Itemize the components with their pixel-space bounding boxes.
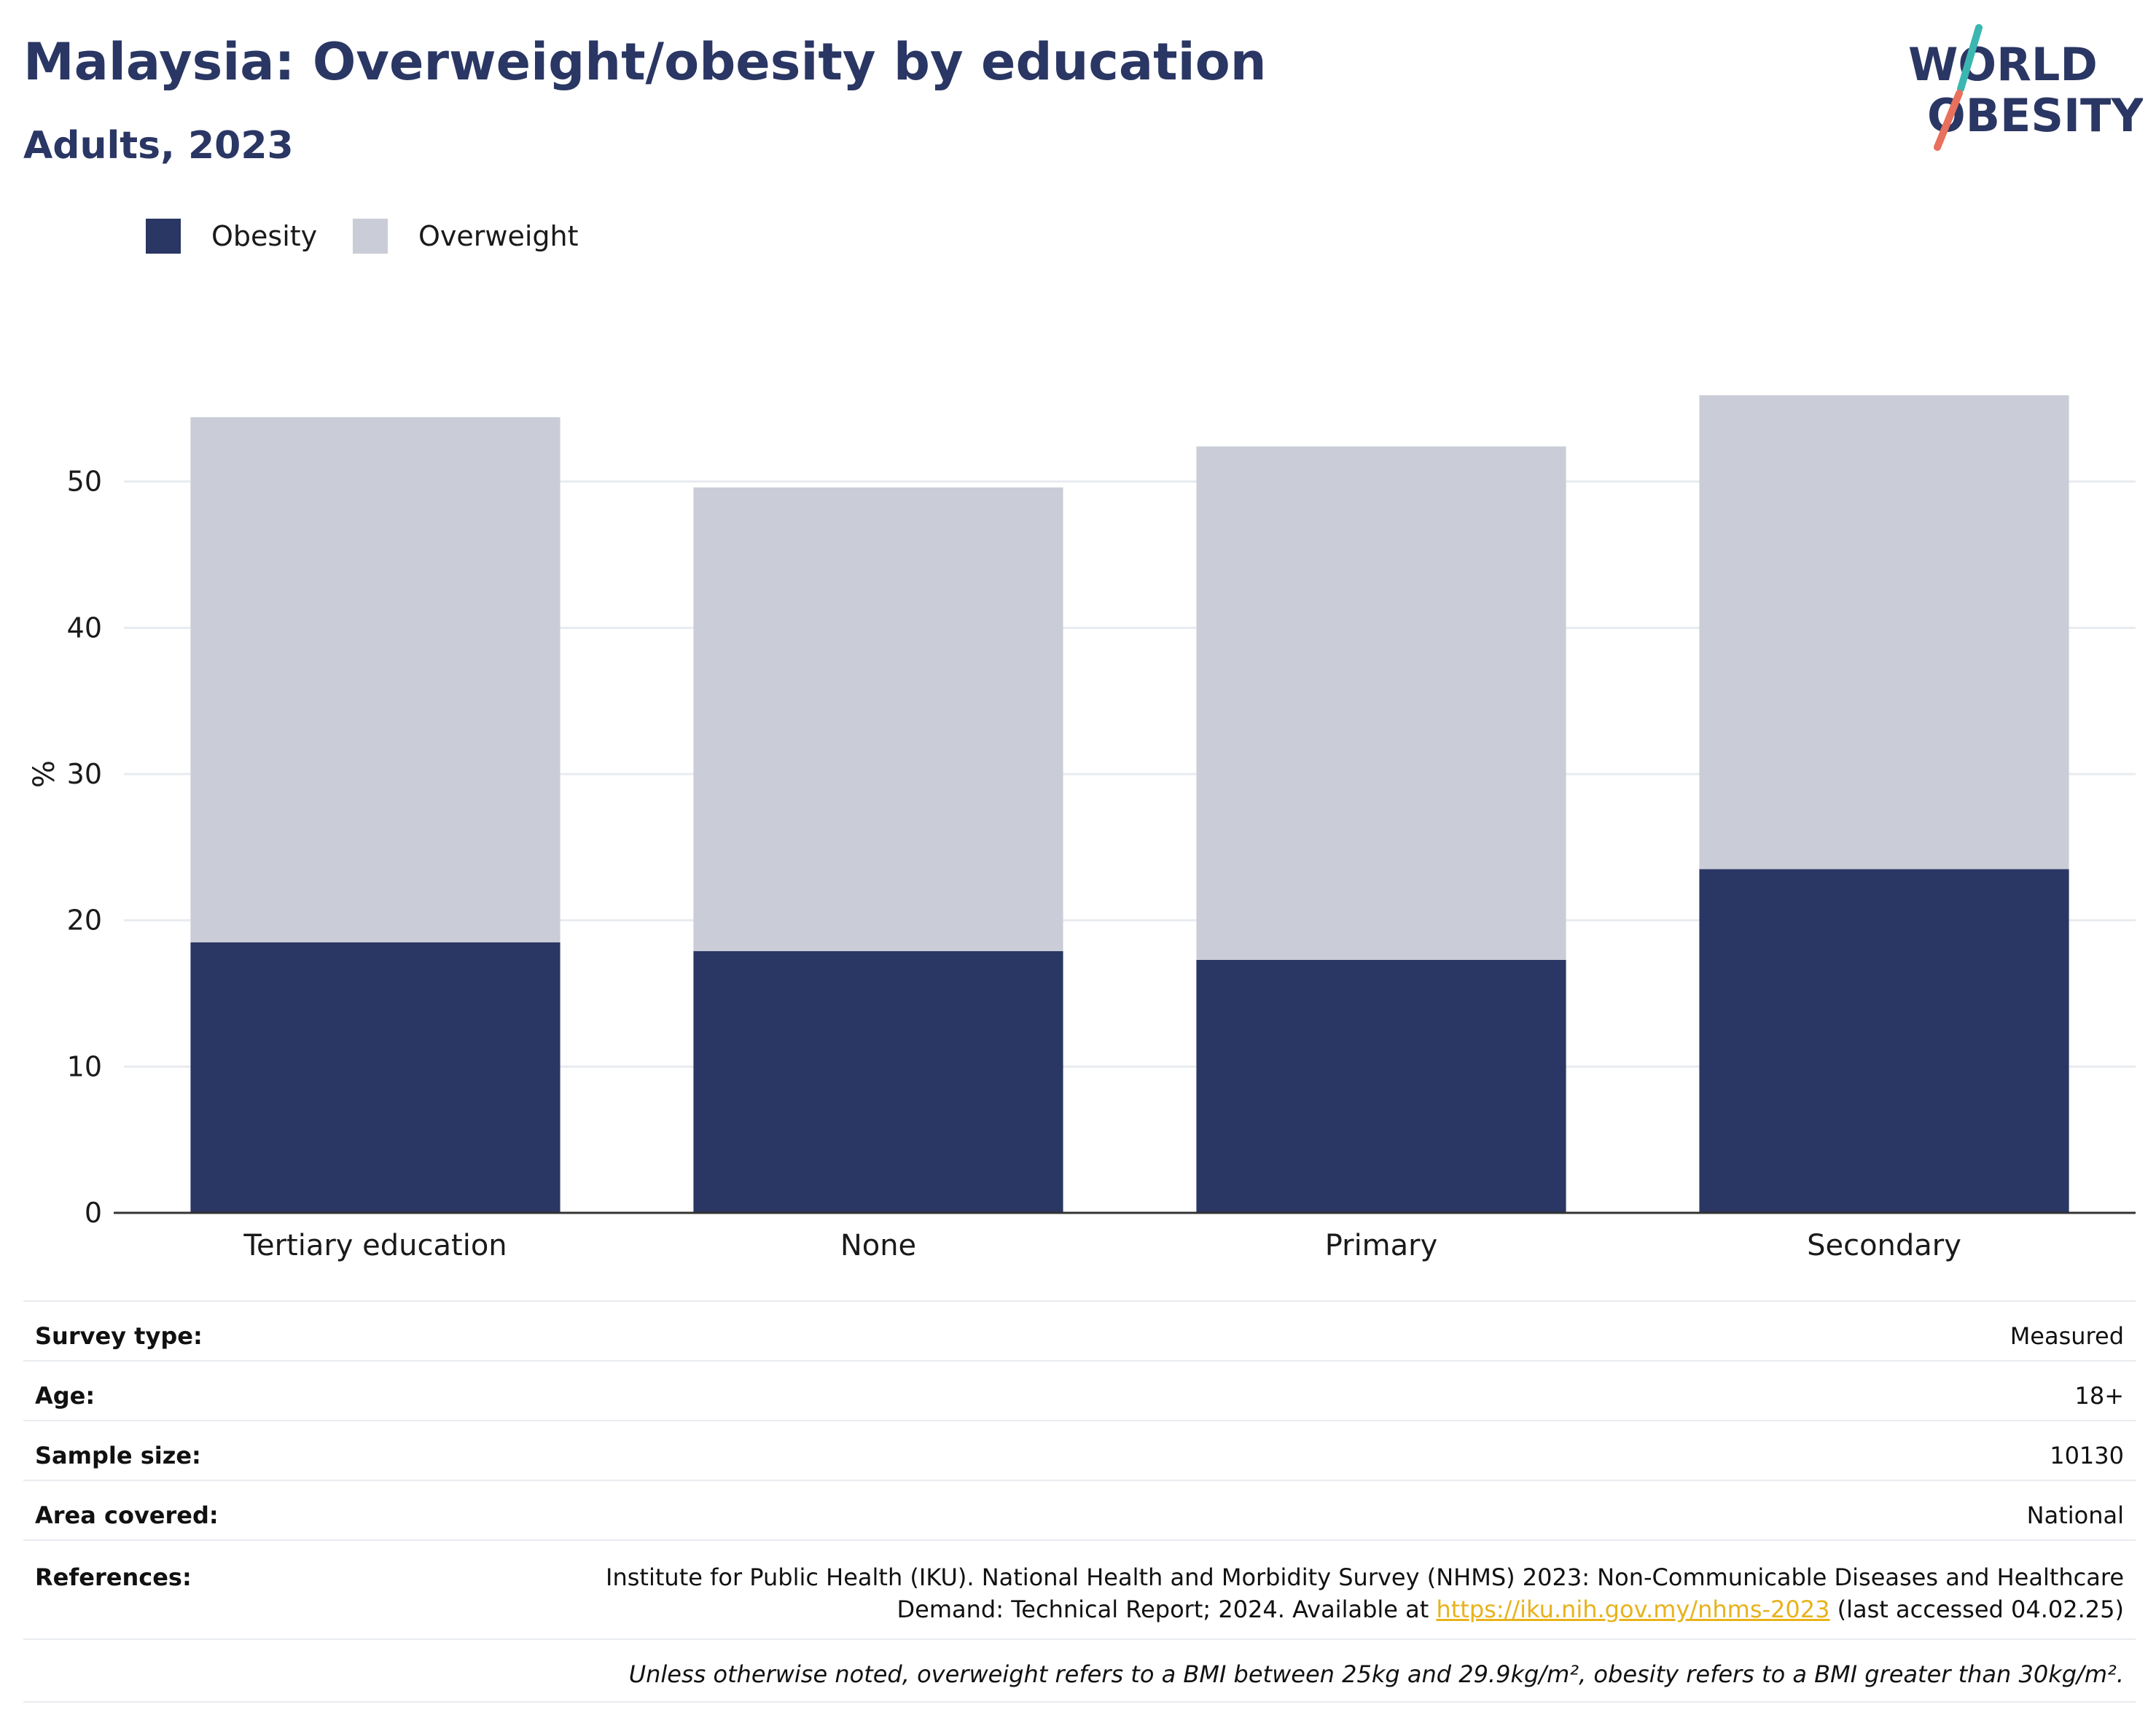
world-obesity-logo: WORLD OBESITY [1908,24,2143,151]
bar-overweight-2 [1196,446,1566,960]
info-value: National [338,1480,2136,1541]
logo-slash-top [1957,24,1983,93]
info-key: Age: [23,1361,338,1421]
info-key: Sample size: [23,1421,338,1481]
info-value: Measured [338,1301,2136,1362]
references-value: Institute for Public Health (IKU). Natio… [338,1540,2136,1640]
bar-obesity-3 [1699,869,2069,1213]
y-tick-label: 50 [67,466,102,498]
y-tick-label: 40 [67,612,102,644]
info-row: Area covered: National [23,1480,2136,1541]
bar-obesity-2 [1196,959,1566,1213]
x-tick-label: Primary [1325,1229,1438,1262]
bar-overweight-3 [1699,395,2069,870]
definition-note: Unless otherwise noted, overweight refer… [23,1639,2136,1703]
logo-line1: WORLD [1908,38,2098,91]
y-tick-label: 10 [67,1050,102,1082]
legend-swatch-overweight [353,219,388,254]
logo-slash-bottom [1934,90,1963,151]
logo-line2: OBESITY [1927,89,2143,142]
survey-info-table: Survey type: Measured Age: 18+ Sample si… [23,1300,2136,1703]
y-tick-label: 0 [85,1197,102,1229]
references-line2-pre: Demand: Technical Report; 2024. Availabl… [897,1596,1437,1623]
y-tick-label: 30 [67,758,102,790]
references-key: References: [23,1540,338,1640]
references-line1: Institute for Public Health (IKU). Natio… [606,1563,2124,1591]
info-row: Survey type: Measured [23,1301,2136,1362]
chart-title: Malaysia: Overweight/obesity by educatio… [23,32,1267,92]
x-tick-label: None [840,1229,916,1262]
legend-label-obesity: Obesity [211,220,318,252]
references-link[interactable]: https://iku.nih.gov.my/nhms-2023 [1436,1596,1830,1623]
references-line2-post: (last accessed 04.02.25) [1829,1596,2124,1623]
bar-overweight-1 [693,487,1063,951]
info-key: Area covered: [23,1480,338,1541]
info-value: 18+ [338,1361,2136,1421]
bar-overweight-0 [190,417,561,942]
x-tick-label: Secondary [1807,1229,1961,1262]
info-value: 10130 [338,1421,2136,1481]
definition-note-row: Unless otherwise noted, overweight refer… [23,1639,2136,1703]
chart-subtitle: Adults, 2023 [23,124,294,168]
legend-label-overweight: Overweight [418,220,579,252]
bar-obesity-0 [190,942,561,1213]
legend-swatch-obesity [146,219,181,254]
info-row: Sample size: 10130 [23,1421,2136,1481]
y-axis-label: % [28,760,61,788]
info-key: Survey type: [23,1301,338,1362]
info-row: Age: 18+ [23,1361,2136,1421]
stacked-bar-chart: 0 10 20 30 40 50% Tertiary education None Primar… [28,395,2136,1262]
references-row: References: Institute for Public Health … [23,1540,2136,1640]
x-tick-label: Tertiary education [243,1229,507,1262]
y-tick-label: 20 [67,905,102,937]
bar-obesity-1 [693,950,1063,1213]
